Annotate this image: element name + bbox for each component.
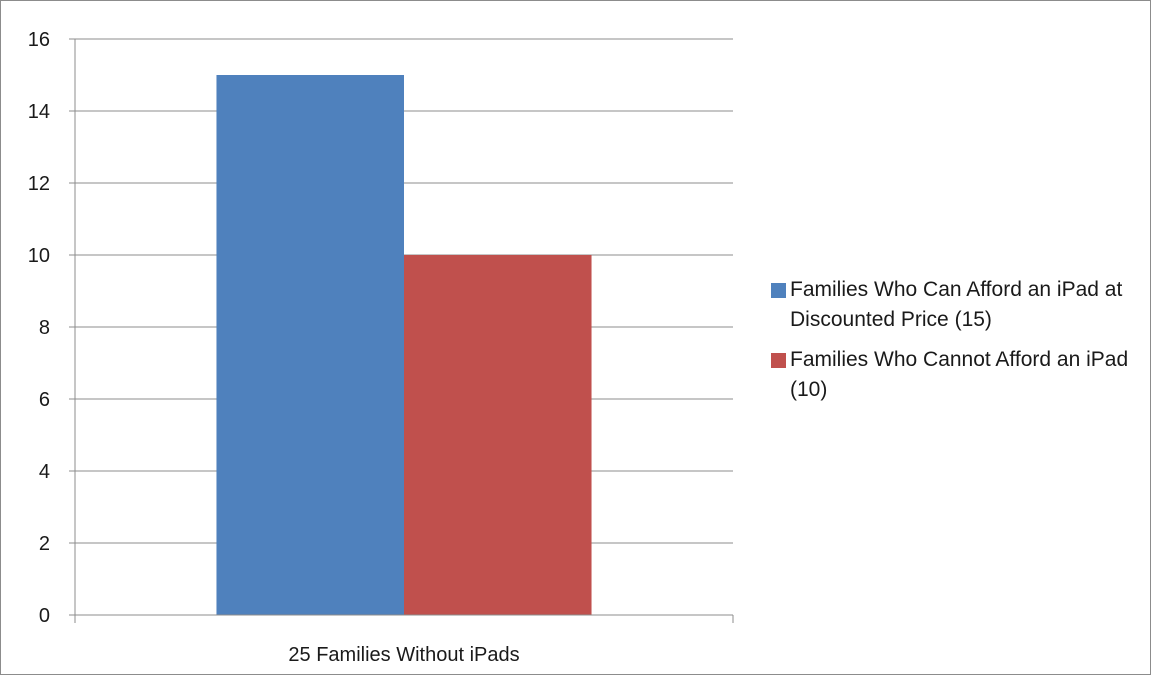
x-category-label: 25 Families Without iPads: [288, 644, 519, 666]
bar-series-1: [404, 255, 592, 615]
y-tick-label: 14: [28, 101, 50, 123]
legend-label-not-affordable: Families Who Cannot Afford an iPad (10): [790, 348, 1129, 401]
bars: [216, 75, 592, 615]
y-tick-label: 4: [39, 461, 50, 483]
legend-label-affordable: Families Who Can Afford an iPad at Disco…: [790, 278, 1123, 331]
y-tick-label: 10: [28, 245, 50, 267]
tick-labels: 0 2 4 6 8 10 12 14 16 25 Families Without iPads: [28, 29, 520, 666]
legend-item-affordable: Families Who Can Afford an iPad at Disco…: [771, 275, 1141, 335]
legend-item-not-affordable: Families Who Cannot Afford an iPad (10): [771, 345, 1141, 405]
axes: [69, 39, 734, 623]
y-tick-label: 12: [28, 173, 50, 195]
legend-swatch-not-affordable: [771, 353, 786, 368]
y-tick-label: 8: [39, 317, 50, 339]
legend-swatch-affordable: [771, 283, 786, 298]
y-tick-label: 0: [39, 605, 50, 627]
bar-series-0: [216, 75, 404, 615]
y-tick-label: 16: [28, 29, 50, 51]
y-tick-label: 2: [39, 533, 50, 555]
legend: Families Who Can Afford an iPad at Disco…: [771, 275, 1141, 415]
y-tick-label: 6: [39, 389, 50, 411]
